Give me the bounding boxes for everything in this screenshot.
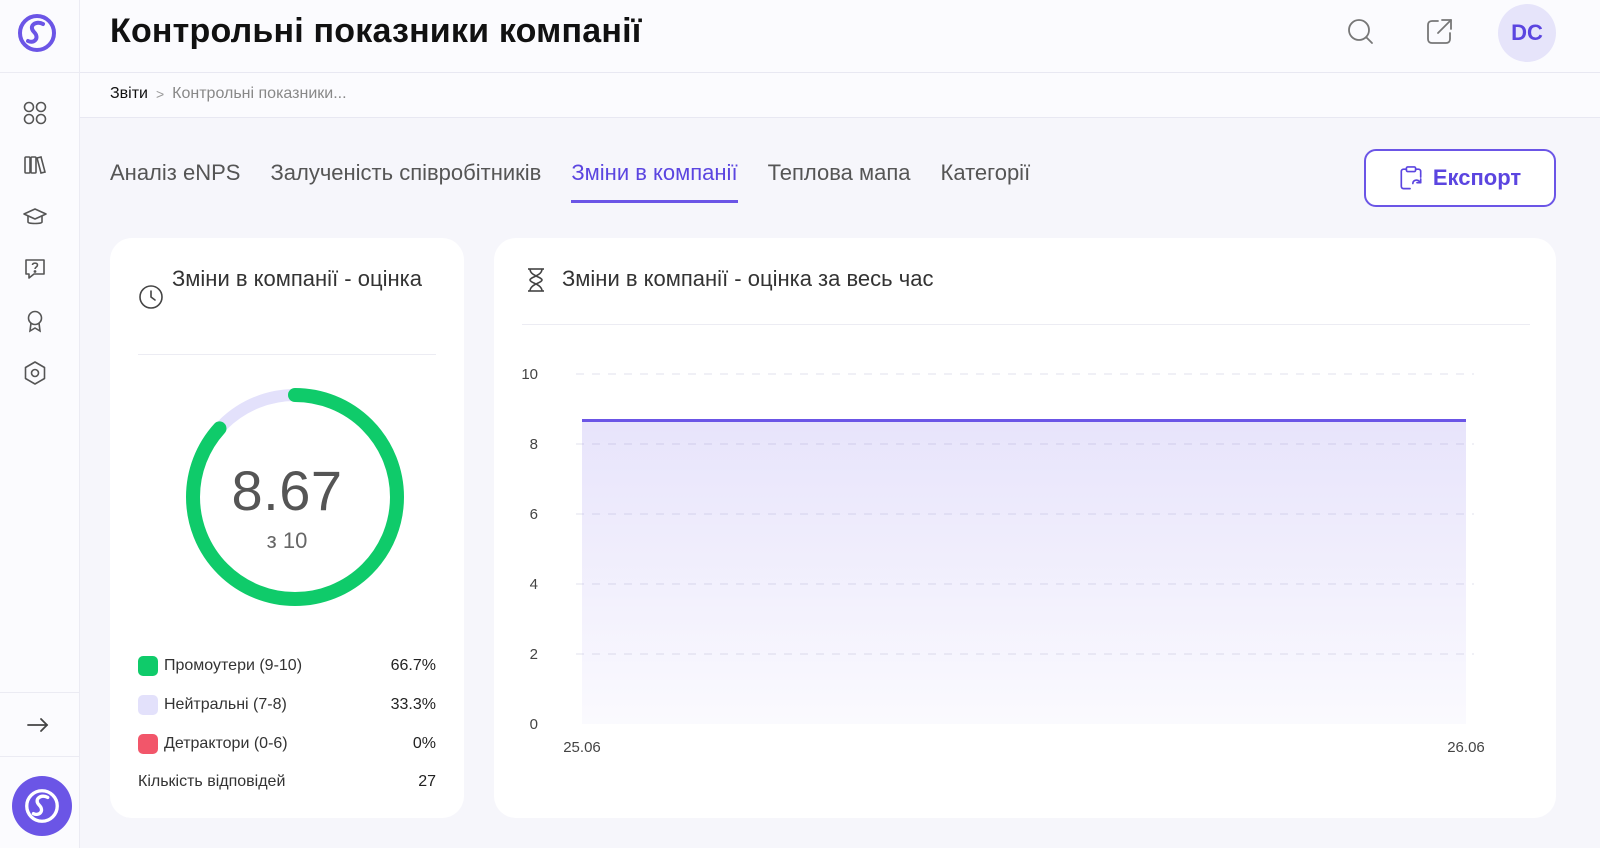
report-tabs: Аналіз eNPS Залученість співробітників З… [110,160,1030,203]
award-icon[interactable] [22,308,48,334]
score-card-title: Зміни в компанії - оцінка [172,266,422,291]
breadcrumb: Звіти > Контрольні показники... [110,85,347,103]
search-icon[interactable] [1346,17,1376,47]
export-button[interactable]: Експорт [1364,149,1556,207]
page-title: Контрольні показники компанії [110,12,642,50]
external-link-icon[interactable] [1424,17,1454,47]
legend-item-neutrals: Нейтральні (7-8) 33.3% [138,685,436,724]
score-gauge [186,388,404,606]
help-icon[interactable] [22,256,48,282]
arrow-right-icon[interactable] [24,711,52,739]
y-tick-label: 6 [530,506,538,523]
score-legend: Промоутери (9-10) 66.7% Нейтральні (7-8)… [138,646,436,801]
export-label: Експорт [1432,165,1522,190]
y-tick-label: 0 [530,716,538,733]
y-tick-label: 8 [530,436,538,453]
user-avatar[interactable]: DC [1498,4,1556,62]
x-tick-label: 26.06 [1447,739,1485,756]
breadcrumb-root[interactable]: Звіти [110,85,148,102]
breadcrumb-bar: Звіти > Контрольні показники... [80,73,1600,118]
dashboard-icon[interactable] [22,100,48,126]
clipboard-refresh-icon [1400,166,1422,190]
assistant-logo-icon[interactable] [12,776,72,836]
breadcrumb-current: Контрольні показники... [172,85,347,102]
score-scale: з 10 [266,528,308,553]
breadcrumb-separator: > [155,86,165,102]
tab-heatmap[interactable]: Теплова мапа [767,160,911,185]
library-icon[interactable] [22,152,48,178]
clock-icon [139,285,163,309]
app-logo-icon[interactable] [16,12,58,54]
y-tick-label: 2 [530,646,538,663]
trend-card-title: Зміни в компанії - оцінка за весь час [562,266,934,291]
trend-card: Зміни в компанії - оцінка за весь час 0 2… [494,238,1556,818]
tab-engagement[interactable]: Залученість співробітників [270,160,542,185]
tab-company-changes[interactable]: Зміни в компанії [571,160,738,203]
series-area [582,420,1466,724]
response-count: Кількість відповідей 27 [138,773,436,790]
legend-item-promoters: Промоутери (9-10) 66.7% [138,646,436,685]
promoter-swatch [138,655,158,676]
score-value: 8.67 [231,459,343,522]
hourglass-icon [528,268,544,292]
neutral-swatch [138,694,158,715]
tab-enps-analysis[interactable]: Аналіз eNPS [110,160,241,185]
tab-categories[interactable]: Категорії [940,160,1031,185]
y-tick-label: 10 [521,366,538,383]
gauge-fill [186,388,404,606]
top-header: Контрольні показники компанії DC [80,0,1600,73]
score-card: Зміни в компанії - оцінка 8.67 з 10 Пром… [110,238,464,818]
graduation-cap-icon[interactable] [22,204,48,230]
settings-icon[interactable] [22,360,48,386]
trend-chart: 0 2 4 6 8 10 25.06 26.06 [521,366,1485,756]
y-tick-label: 4 [530,576,538,593]
detractor-swatch [138,733,158,754]
sidebar [0,0,80,848]
x-tick-label: 25.06 [563,739,601,756]
legend-item-detractors: Детрактори (0-6) 0% [138,724,436,763]
